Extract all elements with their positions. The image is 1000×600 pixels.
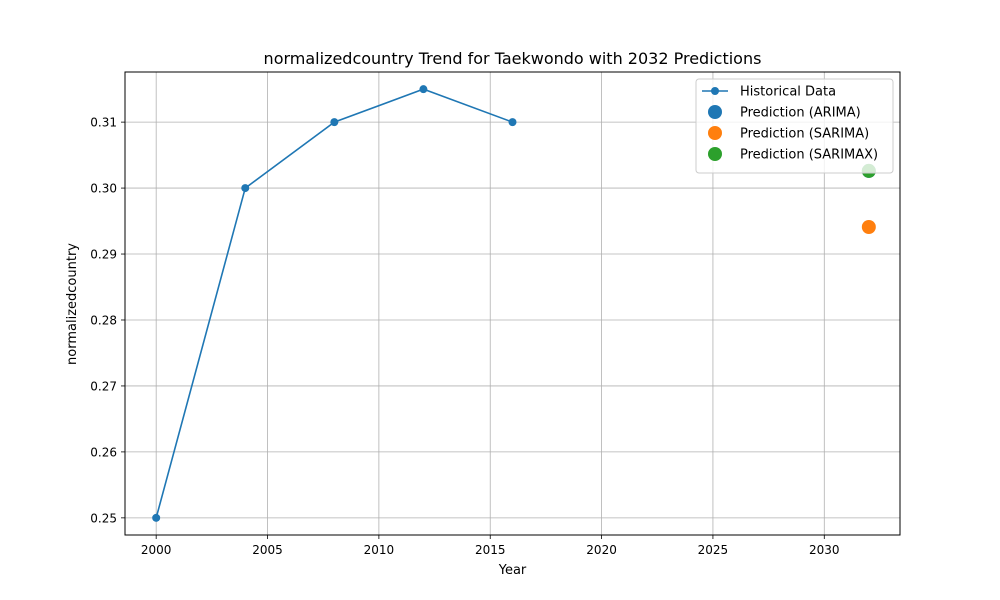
- legend-swatch-marker: [708, 105, 722, 119]
- x-tick-label: 2010: [364, 543, 395, 557]
- x-tick-label: 2015: [475, 543, 506, 557]
- plot-area: [124, 71, 901, 536]
- legend-label: Historical Data: [740, 85, 836, 100]
- x-tick-label: 2030: [809, 543, 840, 557]
- y-tick-label: 0.25: [90, 511, 117, 525]
- historical-data-point: [152, 513, 161, 522]
- legend-swatch-marker: [708, 147, 722, 161]
- legend-box: [695, 78, 894, 174]
- legend-label: Prediction (SARIMA): [740, 127, 869, 142]
- x-tick-label: 2000: [141, 543, 172, 557]
- historical-data-point: [508, 118, 517, 127]
- y-tick-label: 0.30: [90, 182, 117, 196]
- prediction-point-sarima: [861, 219, 876, 234]
- legend-label: Prediction (ARIMA): [740, 106, 861, 121]
- y-axis-label: normalizedcountry: [65, 243, 80, 365]
- y-tick-label: 0.26: [90, 445, 117, 459]
- historical-data-point: [241, 184, 250, 193]
- y-tick-label: 0.28: [90, 313, 117, 327]
- x-tick-label: 2020: [586, 543, 617, 557]
- legend-label: Prediction (SARIMAX): [740, 148, 878, 163]
- historical-data-point: [330, 118, 339, 127]
- legend-swatch-marker: [711, 87, 719, 95]
- y-tick-label: 0.27: [90, 379, 117, 393]
- legend: Historical Data Prediction (ARIMA) Predict…: [695, 78, 894, 174]
- x-tick-label: 2005: [252, 543, 283, 557]
- legend-swatch-marker: [708, 126, 722, 140]
- y-tick-label: 0.29: [90, 248, 117, 262]
- historical-data-point: [419, 85, 428, 94]
- y-tick-label: 0.31: [90, 116, 117, 130]
- chart-title: normalizedcountry Trend for Taekwondo wi…: [264, 49, 762, 68]
- x-tick-label: 2025: [698, 543, 729, 557]
- axis-ticks: 2000 2005 2010 2015 2020 2025 2030 0.25 0.26 0.27…: [90, 116, 839, 557]
- x-axis-label: Year: [498, 563, 527, 578]
